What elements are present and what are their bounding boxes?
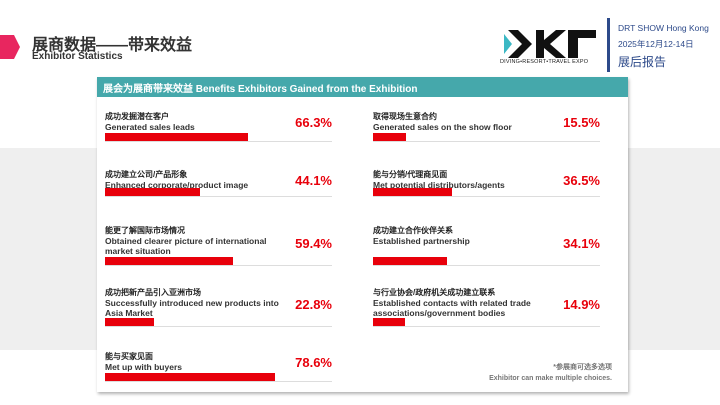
benefit-item: 成功把新产品引入亚洲市场 Successfully introduced new… <box>105 287 332 327</box>
benefit-bar <box>373 188 452 196</box>
report-label: 展后报告 <box>618 55 667 69</box>
benefit-item: 能与分销/代理商见面 Met potential distributors/ag… <box>373 169 600 197</box>
benefit-en: Met potential distributors/agents <box>373 180 505 190</box>
card-title: 展会为展商带来效益 Benefits Exhibitors Gained fro… <box>97 77 628 97</box>
arrow-marker-icon <box>0 35 20 59</box>
benefit-zh: 能更了解国际市场情况 <box>105 226 185 235</box>
benefit-zh: 成功建立合作伙伴关系 <box>373 226 453 235</box>
benefit-en: Generated sales leads <box>105 122 195 132</box>
benefit-percent: 66.3% <box>295 115 332 130</box>
bar-track <box>105 326 332 327</box>
page-subtitle: Exhibitor Statistics <box>32 51 123 62</box>
benefit-en: Obtained clearer picture of internationa… <box>105 236 267 256</box>
bar-track <box>373 141 600 142</box>
benefit-en: Established contacts with related trade … <box>373 298 531 318</box>
benefit-zh: 取得现场生意合约 <box>373 112 437 121</box>
benefit-item: 成功建立公司/产品形象 Enhanced corporate/product i… <box>105 169 332 197</box>
benefit-percent: 78.6% <box>295 355 332 370</box>
benefit-item: 取得现场生意合约 Generated sales on the show flo… <box>373 111 600 142</box>
benefit-bar <box>105 133 248 141</box>
benefit-bar <box>105 318 155 326</box>
benefit-percent: 36.5% <box>563 173 600 188</box>
benefit-bar <box>105 188 201 196</box>
benefit-bar <box>105 373 275 381</box>
bar-track <box>373 265 600 266</box>
bar-track <box>373 326 600 327</box>
page-title: 展商数据——带来效益 <box>32 37 193 54</box>
benefits-card: 展会为展商带来效益 Benefits Exhibitors Gained fro… <box>97 77 628 392</box>
benefit-bar <box>373 133 407 141</box>
note-zh: *参展商可选多选项 <box>553 364 612 371</box>
benefit-en: Successfully introduced new products int… <box>105 298 279 318</box>
bar-track <box>105 265 332 266</box>
benefit-item: 成功发掘潜在客户 Generated sales leads 66.3% <box>105 111 332 142</box>
footnote: *参展商可选多选项 Exhibitor can make multiple ch… <box>489 362 612 384</box>
benefit-item: 成功建立合作伙伴关系 Established partnership 34.1% <box>373 225 600 266</box>
benefit-bar <box>373 318 406 326</box>
benefit-item: 与行业协会/政府机关成功建立联系 Established contacts wi… <box>373 287 600 327</box>
benefit-bar <box>105 257 234 265</box>
bar-track <box>105 141 332 142</box>
divider <box>607 18 610 72</box>
benefit-percent: 34.1% <box>563 236 600 251</box>
drt-logo <box>504 30 596 58</box>
bar-track <box>373 196 600 197</box>
bar-track <box>105 196 332 197</box>
benefit-zh: 与行业协会/政府机关成功建立联系 <box>373 288 496 297</box>
benefit-percent: 22.8% <box>295 297 332 312</box>
benefit-en: Established partnership <box>373 236 470 246</box>
benefit-bar <box>373 257 447 265</box>
logo-tagline: DIVING•RESORT•TRAVEL EXPO <box>500 59 589 65</box>
benefit-en: Generated sales on the show floor <box>373 122 512 132</box>
benefit-en: Met up with buyers <box>105 362 182 372</box>
show-date: 2025年12月12-14日 <box>618 39 694 49</box>
benefit-item: 能与买家见面 Met up with buyers 78.6% <box>105 351 332 382</box>
note-en: Exhibitor can make multiple choices. <box>489 375 612 382</box>
benefit-zh: 成功建立公司/产品形象 <box>105 170 188 179</box>
bar-track <box>105 381 332 382</box>
benefit-en: Enhanced corporate/product image <box>105 180 249 190</box>
benefit-percent: 15.5% <box>563 115 600 130</box>
benefit-percent: 59.4% <box>295 236 332 251</box>
show-name: DRT SHOW Hong Kong <box>618 23 709 33</box>
benefit-item: 能更了解国际市场情况 Obtained clearer picture of i… <box>105 225 332 266</box>
benefit-zh: 能与分销/代理商见面 <box>373 170 448 179</box>
benefit-zh: 成功把新产品引入亚洲市场 <box>105 288 201 297</box>
benefit-zh: 成功发掘潜在客户 <box>105 112 169 121</box>
benefit-percent: 44.1% <box>295 173 332 188</box>
benefit-zh: 能与买家见面 <box>105 352 153 361</box>
benefit-percent: 14.9% <box>563 297 600 312</box>
